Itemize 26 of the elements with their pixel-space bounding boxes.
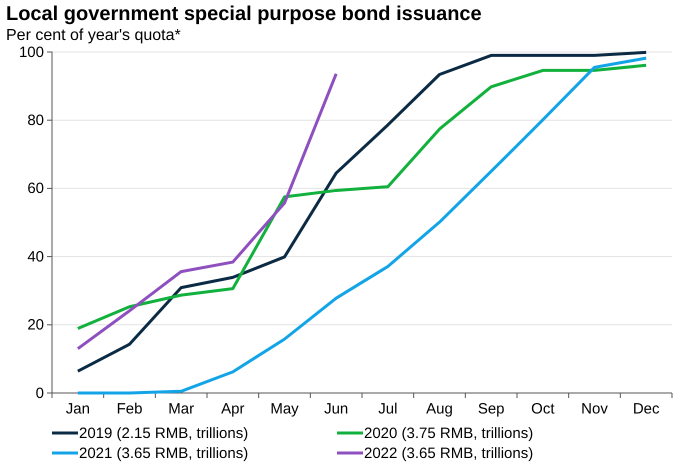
chart-subtitle: Per cent of year's quota* xyxy=(6,27,181,44)
y-tick-label: 40 xyxy=(27,248,44,266)
x-tick-label: Sep xyxy=(478,400,505,418)
y-tick-label: 100 xyxy=(18,44,44,61)
x-tick-label: Jun xyxy=(324,400,348,418)
x-tick-label: Oct xyxy=(531,400,556,418)
x-tick-label: Feb xyxy=(116,400,142,418)
x-tick-label: Aug xyxy=(426,400,453,418)
y-tick-label: 20 xyxy=(27,316,44,334)
legend-label: 2021 (3.65 RMB, trillions) xyxy=(79,445,248,462)
x-tick-label: Dec xyxy=(632,400,660,418)
y-tick-label: 60 xyxy=(27,180,44,198)
x-tick-label: Mar xyxy=(168,400,194,418)
legend-label: 2019 (2.15 RMB, trillions) xyxy=(79,425,248,442)
line-series xyxy=(76,64,648,330)
x-tick-label: May xyxy=(270,400,300,418)
y-tick-label: 0 xyxy=(36,384,44,402)
chart-title: Local government special purpose bond issuance xyxy=(6,3,482,25)
legend-label: 2020 (3.75 RMB, trillions) xyxy=(364,425,534,442)
x-tick-label: Jan xyxy=(66,400,90,418)
legend-label: 2022 (3.65 RMB, trillions) xyxy=(364,445,534,462)
x-tick-label: Nov xyxy=(581,400,608,418)
x-tick-label: Jul xyxy=(378,400,398,418)
x-tick-label: Apr xyxy=(221,400,245,418)
y-tick-label: 80 xyxy=(27,112,44,129)
line-series xyxy=(76,72,338,350)
